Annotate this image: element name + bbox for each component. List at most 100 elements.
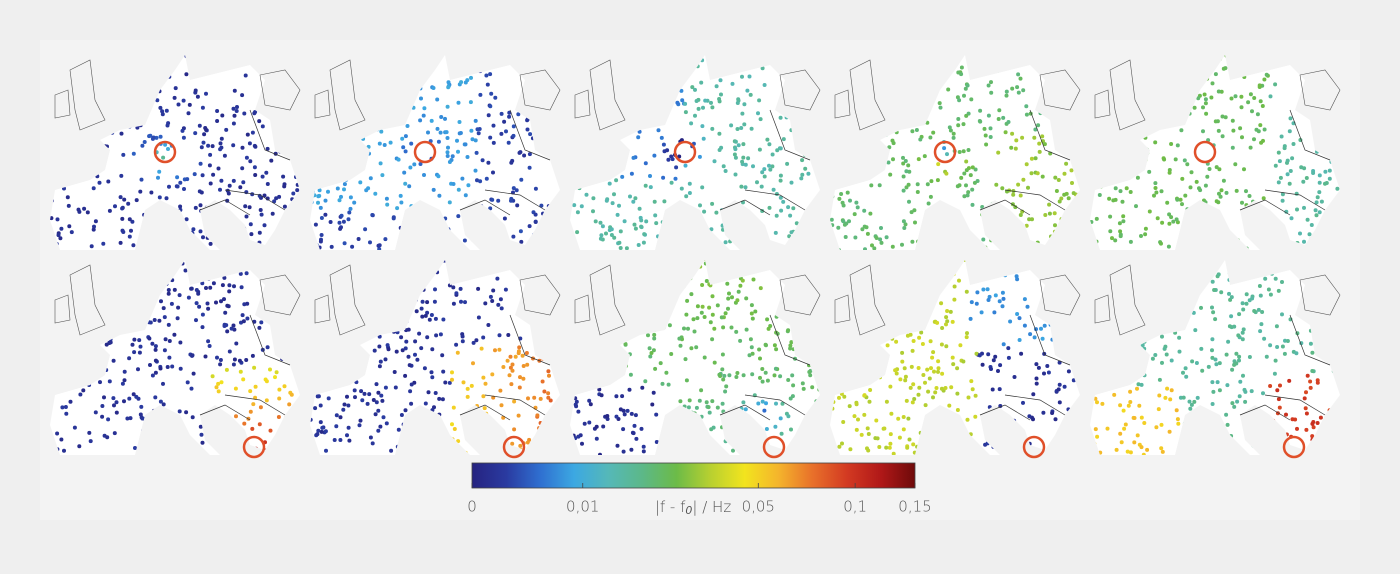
dot [178, 180, 183, 185]
dot [447, 200, 452, 205]
dot [763, 370, 768, 375]
dot [689, 121, 694, 126]
dot [503, 287, 508, 292]
dot [203, 354, 208, 359]
dot [808, 373, 813, 378]
dot [253, 384, 258, 389]
dot [445, 104, 450, 109]
dot [409, 382, 414, 387]
dot [955, 366, 960, 371]
dot [852, 212, 857, 217]
dot [643, 183, 648, 188]
dot [250, 192, 255, 197]
dot [698, 203, 702, 208]
dot [481, 394, 486, 399]
dot [702, 315, 707, 319]
dot [101, 241, 106, 246]
dot [447, 160, 452, 164]
dot [119, 131, 124, 136]
dot [749, 303, 754, 308]
dot [499, 403, 504, 408]
dot [721, 325, 726, 330]
dot [347, 210, 352, 215]
dot [166, 291, 171, 296]
dot [269, 158, 274, 163]
dot [774, 401, 778, 406]
dot [1199, 346, 1204, 351]
dot [774, 213, 779, 218]
dot [59, 437, 64, 442]
dot [457, 131, 462, 136]
dot [422, 173, 426, 177]
dot [900, 242, 904, 247]
dot [510, 368, 515, 373]
dot [865, 231, 870, 236]
dot [1243, 399, 1248, 404]
dot [806, 171, 811, 176]
dot [138, 412, 143, 417]
dot [430, 347, 435, 352]
dot [525, 127, 530, 132]
dot [1128, 450, 1133, 455]
dot [717, 372, 722, 377]
dot [884, 399, 889, 404]
dot [483, 301, 488, 306]
dot [931, 395, 935, 400]
dot [973, 414, 978, 419]
dot [501, 365, 506, 369]
dot [1319, 199, 1324, 204]
dot [438, 332, 443, 337]
dot [516, 112, 521, 117]
dot [1280, 344, 1285, 349]
border-lines [459, 314, 551, 421]
dot [648, 354, 653, 359]
dot [1118, 189, 1123, 194]
dot [208, 241, 213, 246]
dot [181, 135, 186, 140]
dot [729, 123, 734, 128]
dot [1276, 288, 1281, 293]
dot [653, 213, 658, 218]
dot [274, 370, 279, 375]
dot [903, 378, 908, 383]
dot [641, 240, 646, 245]
dot [965, 193, 970, 198]
dot [1315, 195, 1320, 200]
dot [1028, 332, 1033, 337]
dot [1153, 140, 1158, 145]
dot [939, 301, 944, 306]
dot [241, 319, 246, 324]
dot [85, 210, 90, 215]
dot [661, 142, 666, 147]
dot [412, 162, 417, 167]
dot [456, 214, 461, 219]
dot [1290, 156, 1295, 161]
dot [712, 159, 717, 164]
dot [1287, 378, 1292, 383]
dot [488, 72, 493, 77]
dot [1117, 221, 1122, 226]
dot [760, 399, 765, 404]
dot [435, 126, 440, 131]
dot [198, 203, 203, 208]
dot [377, 344, 382, 349]
dot [415, 357, 420, 362]
dot [684, 378, 689, 383]
dot [62, 448, 66, 453]
dot [420, 299, 425, 304]
dot [781, 137, 786, 142]
dot [419, 346, 424, 351]
dot [264, 170, 269, 175]
dot [1125, 449, 1130, 454]
dot [1012, 375, 1017, 379]
dot [407, 363, 412, 368]
dot [1219, 89, 1224, 94]
dot [1183, 366, 1188, 371]
dot [579, 204, 584, 209]
dot [509, 198, 513, 203]
dot [360, 398, 365, 403]
dot [250, 426, 255, 431]
dot [105, 435, 110, 440]
dot [747, 353, 752, 358]
dot [1285, 172, 1290, 177]
